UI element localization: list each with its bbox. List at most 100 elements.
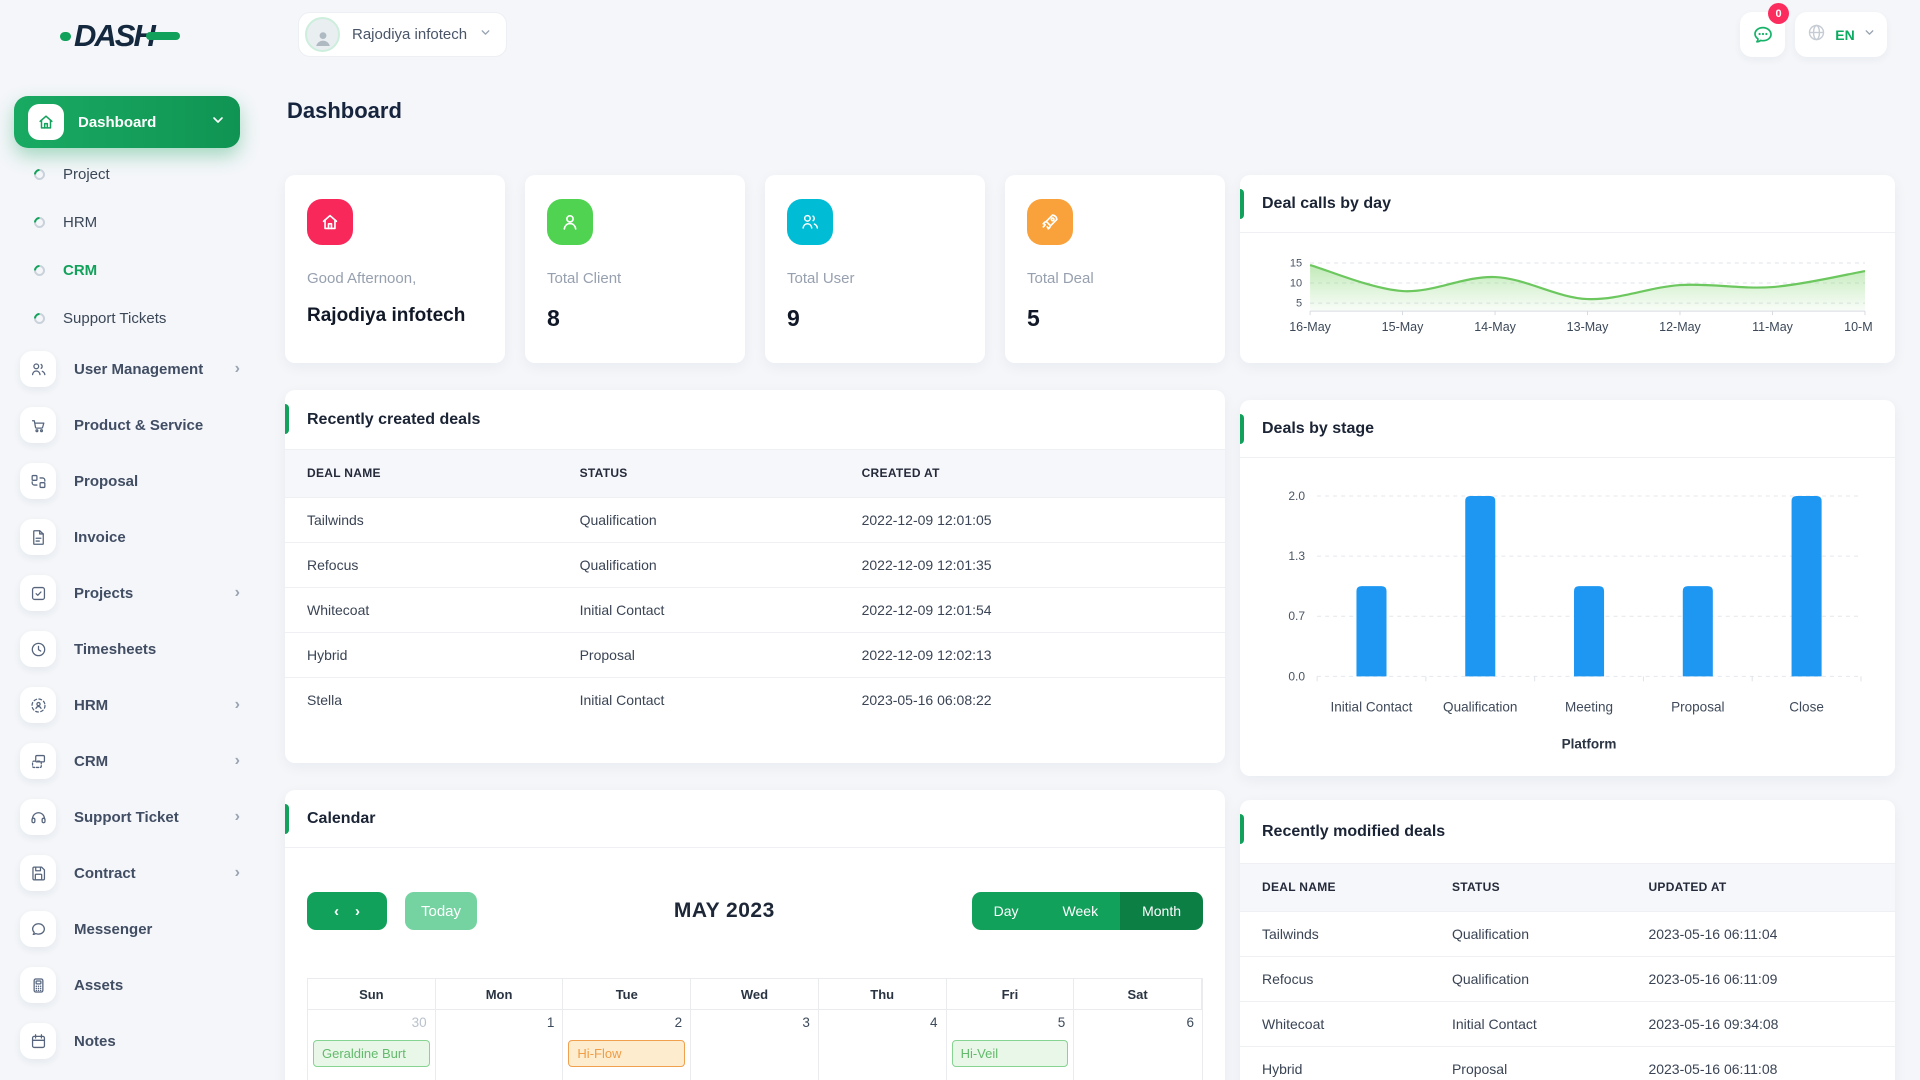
chevron-left-icon[interactable]: ‹ [334, 902, 339, 920]
messenger-icon [20, 911, 56, 947]
calendar-day-cell[interactable]: 2 Hi-Flow [563, 1009, 692, 1080]
table-cell: Initial Contact [1429, 1000, 1627, 1046]
sidebar-item-dashboard[interactable]: Dashboard [14, 96, 240, 148]
logo-text: DASH [74, 18, 156, 53]
stat-label: Total Client [547, 270, 622, 287]
calendar-month-label: MAY 2023 [673, 899, 775, 922]
calendar-day-header: Tue [563, 979, 692, 1009]
column-header: DEAL NAME [285, 450, 558, 497]
calendar-event[interactable]: Hi-Veil [951, 1040, 1069, 1067]
calendar-view-day[interactable]: Day [971, 892, 1041, 930]
sidebar-item-projects[interactable]: Projects › [0, 565, 260, 621]
table-cell: 2023-05-16 06:08:22 [839, 676, 1225, 722]
stat-value: 5 [1027, 305, 1040, 331]
card-header: Recently created deals [285, 390, 1225, 450]
language-code: EN [1835, 26, 1855, 43]
chevron-right-icon[interactable]: › [355, 902, 360, 920]
sidebar-item-notes[interactable]: Notes [0, 1013, 260, 1069]
calendar-date: 1 [546, 1015, 555, 1030]
table-cell: Initial Contact [557, 676, 840, 722]
chevron-down-icon [210, 112, 226, 133]
table-row: Tailwinds Qualification 2023-05-16 06:11:0… [1240, 910, 1895, 956]
calendar-day-cell[interactable]: 6 [1074, 1009, 1202, 1080]
sidebar-subitem-hrm[interactable]: HRM [0, 198, 260, 246]
calendar-today-button[interactable]: Today [405, 892, 477, 930]
svg-text:Close: Close [1789, 699, 1824, 714]
sidebar-item-product-service[interactable]: Product & Service [0, 397, 260, 453]
svg-text:0.0: 0.0 [1288, 669, 1305, 683]
company-dropdown[interactable]: Rajodiya infotech [298, 12, 508, 57]
language-selector[interactable]: EN [1795, 12, 1887, 57]
messages-badge: 0 [1768, 3, 1789, 24]
calendar-day-cell[interactable]: 5 Hi-Veil [946, 1009, 1075, 1080]
calendar-day-cell[interactable]: 3 [691, 1009, 819, 1080]
calendar-date: 4 [930, 1015, 938, 1030]
bar-chart-svg: 2.0 1.3 0.7 0.0 Initial Contact Qualification… [1288, 489, 1862, 751]
calendar-prev-next-button[interactable]: ‹ › [307, 892, 387, 930]
sidebar-item-invoice[interactable]: Invoice [0, 509, 260, 565]
bar-chart: 2.0 1.3 0.7 0.0 Initial Contact Qualification… [1240, 458, 1895, 768]
sidebar-item-timesheets[interactable]: Timesheets [0, 621, 260, 677]
sidebar-subitem-support-tickets[interactable]: Support Tickets [0, 294, 260, 342]
logo-dash-icon [145, 32, 180, 40]
accent-bar [1240, 814, 1244, 844]
table-row: Refocus Qualification 2022-12-09 12:01:35 [285, 541, 1225, 587]
accent-bar [285, 404, 289, 434]
calendar-view-month[interactable]: Month [1120, 892, 1203, 930]
clock-icon [20, 631, 56, 667]
sidebar-item-crm[interactable]: CRM › [0, 733, 260, 789]
svg-text:2.0: 2.0 [1288, 489, 1305, 503]
svg-text:Initial Contact: Initial Contact [1331, 699, 1413, 714]
calendar-event[interactable]: Hi-Flow [568, 1040, 686, 1067]
table-cell: Whitecoat [285, 586, 558, 632]
table-cell: Qualification [557, 496, 840, 542]
svg-text:10-May: 10-May [1844, 320, 1873, 334]
table-row: Hybrid Proposal 2023-05-16 06:11:08 [1240, 1045, 1895, 1080]
svg-text:1.3: 1.3 [1288, 549, 1305, 563]
stat-card-good-afternoon-: Good Afternoon, Rajodiya infotech [285, 175, 505, 363]
sidebar-dashboard-label: Dashboard [78, 113, 157, 131]
avatar [305, 17, 340, 52]
sidebar-item-proposal[interactable]: Proposal [0, 453, 260, 509]
sidebar-subitem-project[interactable]: Project [0, 150, 260, 198]
calendar-view-week[interactable]: Week [1040, 892, 1121, 930]
calendar-day-cell[interactable]: 4 [818, 1009, 947, 1080]
sidebar-item-hrm[interactable]: HRM › [0, 677, 260, 733]
stat-label: Total User [787, 270, 855, 287]
svg-text:10: 10 [1290, 278, 1302, 290]
sidebar-item-assets[interactable]: Assets [0, 957, 260, 1013]
stat-value: 9 [787, 305, 800, 331]
cart-icon [20, 407, 56, 443]
calendar-grid: Sun Mon Tue Wed Thu Fri Sat 30 Geraldine Burt 1 2 H… [307, 978, 1203, 1080]
sidebar-item-contract[interactable]: Contract › [0, 845, 260, 901]
table-row: Stella Initial Contact 2023-05-16 06:08:22 [285, 676, 1225, 722]
sidebar-item-user-management[interactable]: User Management › [0, 341, 260, 397]
donut-icon [31, 262, 48, 278]
sidebar-item-support-ticket[interactable]: Support Ticket › [0, 789, 260, 845]
home-icon [28, 104, 64, 140]
user-icon [547, 199, 593, 245]
dashboard-sub-menu: Project HRM CRM Support Tickets [0, 150, 260, 342]
calendar-day-cell[interactable]: 1 [435, 1009, 564, 1080]
calendar-event[interactable]: Geraldine Burt [313, 1040, 430, 1067]
table-row: Tailwinds Qualification 2022-12-09 12:01:0… [285, 496, 1225, 542]
calendar-toolbar: ‹ › Today MAY 2023 Day Week Month [285, 848, 1225, 930]
stat-value: 8 [547, 305, 560, 331]
app-logo: DASH [60, 18, 180, 54]
sidebar-item-messenger[interactable]: Messenger [0, 901, 260, 957]
calendar-day-cell[interactable]: 30 Geraldine Burt [308, 1009, 436, 1080]
chevron-down-icon [1863, 26, 1876, 44]
stat-value: Rajodiya infotech [307, 305, 466, 326]
users-icon [787, 199, 833, 245]
calendar-day-header: Fri [946, 979, 1075, 1009]
company-name: Rajodiya infotech [352, 26, 468, 43]
calendar-view-switcher: Day Week Month [971, 892, 1203, 930]
card-header: Recently modified deals [1240, 800, 1895, 864]
card-title: Deal calls by day [1262, 194, 1391, 212]
home-icon [307, 199, 353, 245]
chat-icon [1753, 26, 1772, 43]
sidebar-subitem-crm[interactable]: CRM [0, 246, 260, 294]
table-cell: 2022-12-09 12:01:05 [839, 496, 1225, 542]
column-header: DEAL NAME [1240, 864, 1430, 911]
